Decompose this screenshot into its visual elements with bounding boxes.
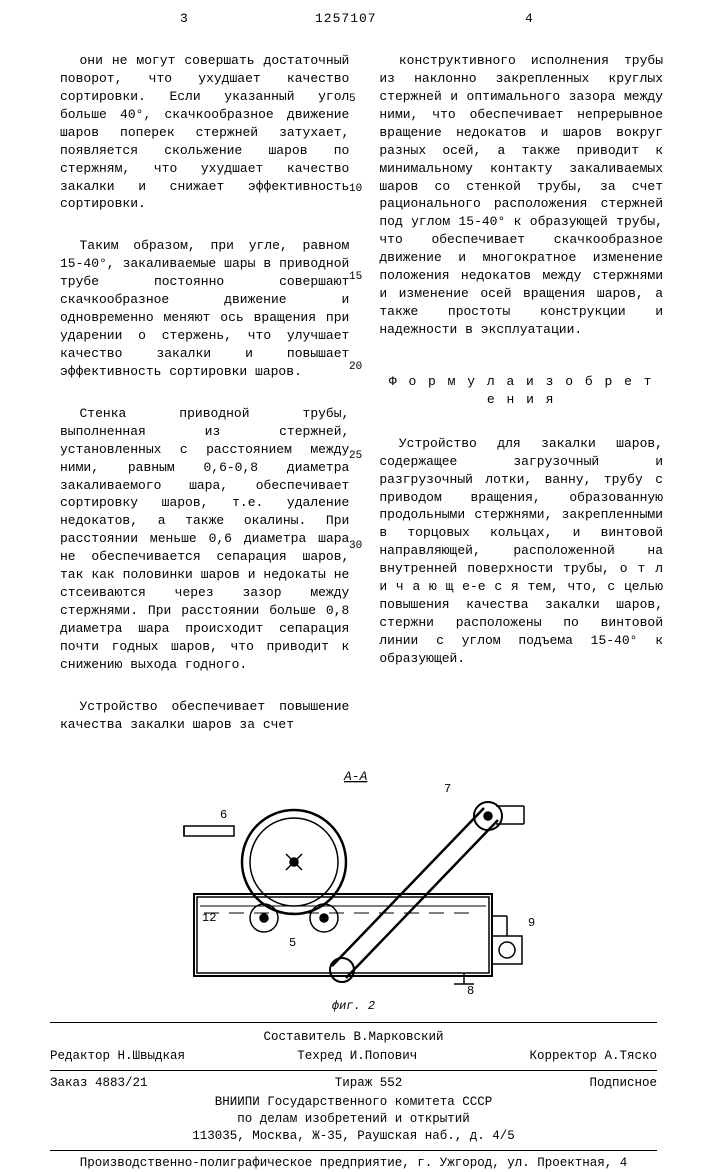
corrector-line: Корректор А.Тяско	[529, 1048, 657, 1065]
footer-block: Составитель В.Марковский Редактор Н.Швыд…	[0, 1029, 707, 1172]
page-number-right: 4	[525, 10, 533, 28]
text-columns: они не могут совершать достаточный повор…	[0, 0, 707, 758]
circulation-line: Тираж 552	[335, 1075, 403, 1092]
figure-label: фиг. 2	[164, 998, 544, 1015]
ref-9: 9	[528, 916, 535, 930]
figure-2: А-А	[164, 766, 544, 1015]
paragraph: Таким образом, при угле, равном 15-40°, …	[60, 237, 349, 381]
ref-7: 7	[444, 782, 451, 796]
ref-6: 6	[220, 808, 227, 822]
line-number: 10	[349, 182, 362, 197]
line-number: 25	[349, 449, 362, 464]
org-line-2: по делам изобретений и открытий	[50, 1111, 657, 1128]
paragraph: они не могут совершать достаточный повор…	[60, 52, 349, 213]
page-number-left: 3	[180, 10, 188, 28]
paragraph: конструктивного исполнения трубы из накл…	[379, 52, 663, 339]
tech-line: Техред И.Попович	[297, 1048, 417, 1065]
line-number: 5	[349, 92, 356, 107]
divider	[50, 1022, 657, 1023]
right-column: конструктивного исполнения трубы из накл…	[379, 34, 663, 758]
section-label: А-А	[343, 769, 368, 784]
formula-header: Ф о р м у л а и з о б р е т е н и я	[379, 373, 663, 409]
left-column: они не могут совершать достаточный повор…	[60, 34, 349, 758]
line-number: 30	[349, 539, 362, 554]
order-line: Заказ 4883/21	[50, 1075, 148, 1092]
address-line: 113035, Москва, Ж-35, Раушская наб., д. …	[50, 1128, 657, 1145]
paragraph: Устройство обеспечивает повышение качест…	[60, 698, 349, 734]
document-number: 1257107	[315, 10, 377, 28]
org-line-1: ВНИИПИ Государственного комитета СССР	[50, 1094, 657, 1111]
paragraph: Устройство для закалки шаров, содержащее…	[379, 435, 663, 668]
figure-svg: А-А	[164, 766, 544, 996]
line-number: 20	[349, 360, 362, 375]
ref-8: 8	[467, 984, 474, 996]
paragraph: Стенка приводной трубы, выполненная из с…	[60, 405, 349, 674]
printer-line: Производственно-полиграфическое предприя…	[50, 1155, 657, 1172]
line-number: 15	[349, 270, 362, 285]
compiler-line: Составитель В.Марковский	[50, 1029, 657, 1046]
page: 3 1257107 4 5 10 15 20 25 30 они не могу…	[0, 0, 707, 1172]
ref-5: 5	[289, 936, 296, 950]
ref-12: 12	[202, 911, 216, 925]
divider	[50, 1150, 657, 1151]
divider	[50, 1070, 657, 1071]
subscription-line: Подписное	[589, 1075, 657, 1092]
editor-line: Редактор Н.Швыдкая	[50, 1048, 185, 1065]
